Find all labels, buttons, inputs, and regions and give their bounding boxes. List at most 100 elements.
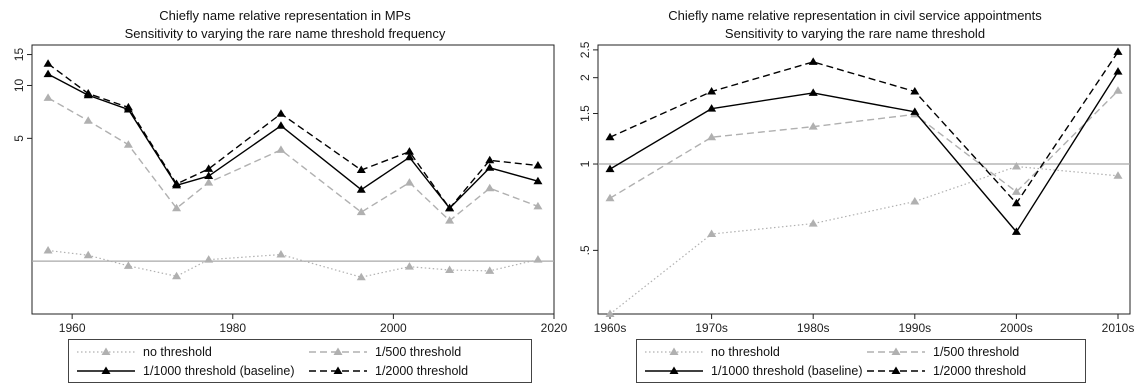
chart-subtitle: Sensitivity to varying the rare name thr… (724, 26, 986, 41)
legend-label: 1/500 threshold (933, 345, 1020, 359)
y-tick-label: .5 (578, 245, 592, 255)
data-point (204, 255, 214, 263)
data-point (356, 272, 366, 281)
data-point (910, 87, 920, 95)
data-point (123, 261, 133, 269)
data-point (356, 207, 366, 216)
x-tick-label: 1980s (797, 321, 830, 335)
data-point (605, 309, 615, 317)
legend-swatch (309, 347, 367, 355)
data-point (43, 59, 53, 67)
data-point (43, 69, 53, 78)
y-tick-label: 2 (578, 74, 592, 81)
mps-line-chart: 5 10 15 1960 1980 2000 2020 (12, 44, 568, 335)
data-point (404, 152, 414, 161)
data-point (808, 122, 818, 130)
legend-label: no threshold (711, 345, 780, 359)
legend-item-2000: 1/2000 threshold (865, 362, 1026, 380)
data-point (404, 147, 414, 155)
legend: no threshold 1/500 threshold 1/1000 thre… (636, 339, 1086, 383)
series-line-1-500-threshold (609, 90, 1119, 199)
data-point (1113, 86, 1123, 94)
plot-frame (31, 44, 555, 315)
legend-swatch (309, 366, 367, 374)
legend-label: 1/1000 threshold (baseline) (711, 364, 863, 378)
data-point (707, 229, 717, 238)
data-point (445, 265, 455, 274)
data-point (707, 132, 717, 141)
data-point (276, 121, 286, 129)
legend-item-2000: 1/2000 threshold (307, 362, 468, 380)
data-point (533, 176, 543, 185)
legend-item-500: 1/500 threshold (307, 343, 461, 361)
data-point (172, 271, 182, 280)
x-tick-label: 1980 (219, 321, 246, 335)
x-tick-label: 1990s (898, 321, 931, 335)
data-point (404, 178, 414, 186)
plot-frame (597, 44, 1131, 315)
data-point (1011, 187, 1021, 195)
data-point (1011, 198, 1021, 207)
civil-service-line-chart: .5 1 1.5 2 2.5 1960s 1970s 1980s 1990s 2000s 2010s (578, 41, 1135, 335)
civil-service-chart-panel: Chiefly name relative representation in … (570, 0, 1140, 387)
legend-label: 1/1000 threshold (baseline) (143, 364, 295, 378)
data-point (707, 87, 717, 95)
data-point (276, 250, 286, 258)
data-point (1113, 171, 1123, 179)
data-point (1011, 227, 1021, 235)
series-line-1-1000-threshold-baseline (47, 73, 539, 209)
data-point (276, 109, 286, 117)
data-point (485, 155, 495, 164)
data-point (204, 171, 214, 180)
x-tick-label: 2010s (1102, 321, 1135, 335)
legend-swatch (77, 347, 135, 355)
x-tick-label: 1970s (695, 321, 728, 335)
data-point (404, 262, 414, 270)
data-point (43, 93, 53, 101)
x-tick-label: 2000 (380, 321, 407, 335)
mps-chart-panel: Chiefly name relative representation in … (12, 8, 568, 383)
legend-swatch (645, 347, 703, 355)
data-point (485, 266, 495, 274)
x-tick-label: 2020 (541, 321, 568, 335)
data-point (172, 179, 182, 187)
data-point (910, 107, 920, 115)
data-point (83, 116, 93, 124)
legend-item-1000: 1/1000 threshold (baseline) (75, 362, 295, 380)
y-tick-label: 1.5 (578, 105, 592, 122)
data-point (276, 145, 286, 153)
legend-item-no-threshold: no threshold (643, 343, 780, 361)
data-point (172, 203, 182, 212)
y-tick-label: 10 (12, 78, 26, 92)
y-tick-label: 5 (12, 135, 26, 142)
x-tick-label: 1960 (59, 321, 86, 335)
data-point (445, 203, 455, 212)
data-point (123, 102, 133, 111)
data-point (605, 164, 615, 173)
legend: no threshold 1/500 threshold 1/1000 thre… (68, 339, 532, 383)
legend-swatch (77, 366, 135, 374)
series-line-no-threshold (609, 165, 1119, 315)
data-point (910, 197, 920, 205)
data-point (356, 165, 366, 174)
data-point (1011, 162, 1021, 170)
legend-label: 1/2000 threshold (375, 364, 469, 378)
data-point (204, 178, 214, 186)
series-line-1-2000-threshold (609, 51, 1119, 204)
data-point (808, 219, 818, 227)
legend-swatch (867, 366, 925, 374)
data-point (707, 104, 717, 112)
data-point (1113, 67, 1123, 75)
legend-label: 1/500 threshold (375, 345, 462, 359)
chart-subtitle: Sensitivity to varying the rare name thr… (124, 26, 446, 41)
legend-swatch (867, 347, 925, 355)
legend-label: 1/2000 threshold (933, 364, 1027, 378)
legend-swatch (645, 366, 703, 374)
x-tick-label: 2000s (1000, 321, 1033, 335)
data-point (43, 245, 53, 254)
x-tick-label: 1960s (594, 321, 627, 335)
data-point (485, 163, 495, 171)
data-point (533, 201, 543, 210)
series-line-1-1000-threshold-baseline (609, 71, 1119, 233)
chart-title: Chiefly name relative representation in … (159, 8, 411, 23)
